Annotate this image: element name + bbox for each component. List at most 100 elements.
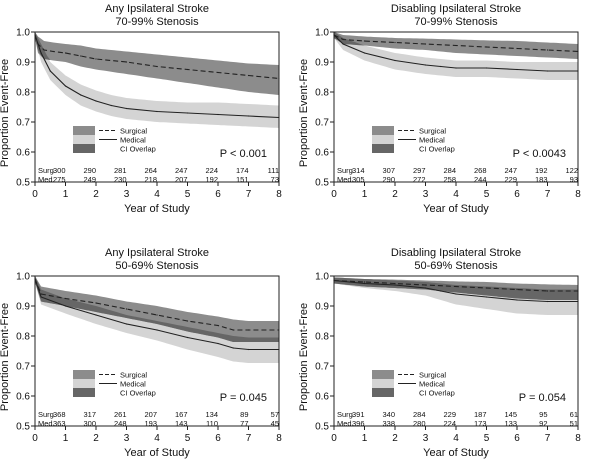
surgical-point xyxy=(186,68,189,71)
at-risk-value: 244 xyxy=(474,175,487,184)
surgical-point xyxy=(546,290,549,292)
legend-label-medical: Medical xyxy=(419,136,445,145)
at-risk-value: 297 xyxy=(413,166,426,175)
medical-point xyxy=(440,290,442,292)
at-risk-value: 247 xyxy=(504,166,517,175)
at-risk-value: 174 xyxy=(236,166,249,175)
at-risk-value: 264 xyxy=(144,166,157,175)
at-risk-value: 305 xyxy=(352,175,365,184)
x-tick-label: 6 xyxy=(514,189,520,200)
chart-title: Disabling Ipsilateral Stroke xyxy=(391,3,521,15)
medical-point xyxy=(217,113,219,116)
medical-point xyxy=(424,287,427,289)
medical-point xyxy=(394,59,396,62)
at-risk-label: Med. xyxy=(337,175,354,184)
medical-ci-band xyxy=(35,32,279,128)
medical-point xyxy=(64,305,67,307)
medical-point xyxy=(40,52,42,54)
at-risk-value: 167 xyxy=(175,410,188,419)
at-risk-value: 307 xyxy=(382,166,395,175)
x-tick-label: 5 xyxy=(484,189,490,200)
at-risk-value: 230 xyxy=(114,175,127,184)
surgical-point xyxy=(43,49,45,51)
x-axis-label: Year of Study xyxy=(423,203,489,215)
at-risk-value: 145 xyxy=(504,410,517,419)
at-risk-value: 284 xyxy=(413,410,426,419)
at-risk-value: 249 xyxy=(83,175,96,184)
at-risk-value: 89 xyxy=(240,410,248,419)
medical-point xyxy=(95,314,97,316)
x-tick-label: 6 xyxy=(215,189,221,200)
x-axis-label: Year of Study xyxy=(423,447,489,459)
at-risk-value: 224 xyxy=(443,419,456,428)
medical-point xyxy=(440,65,442,68)
at-risk-label: Surg. xyxy=(38,410,56,419)
at-risk-value: 151 xyxy=(236,175,249,184)
legend-swatch-medical xyxy=(372,135,394,144)
surgical-point xyxy=(363,40,366,42)
at-risk-value: 122 xyxy=(565,166,578,175)
surgical-point xyxy=(95,58,97,60)
y-tick-label: 0.9 xyxy=(16,58,30,69)
legend-label-overlap: CI Overlap xyxy=(120,145,156,154)
y-tick-label: 0.9 xyxy=(315,302,329,313)
surgical-point xyxy=(424,284,427,286)
p-value: P < 0.0043 xyxy=(513,148,566,160)
at-risk-value: 275 xyxy=(53,175,66,184)
x-tick-label: 8 xyxy=(276,189,282,200)
surgical-ci-band xyxy=(35,32,279,95)
y-tick-label: 0.8 xyxy=(315,332,329,343)
x-tick-label: 1 xyxy=(362,189,368,200)
at-risk-value: 391 xyxy=(352,410,365,419)
x-tick-label: 2 xyxy=(93,433,99,444)
y-tick-label: 0.5 xyxy=(315,178,329,189)
legend-swatch-surgical xyxy=(73,126,95,135)
at-risk-value: 57 xyxy=(271,410,279,419)
at-risk-value: 338 xyxy=(382,419,395,428)
medical-point xyxy=(64,85,67,87)
x-tick-label: 2 xyxy=(93,189,99,200)
y-tick-label: 0.5 xyxy=(315,422,329,433)
legend-swatch-medical xyxy=(73,379,95,388)
surgical-point xyxy=(64,52,67,54)
legend-label-surgical: Surgical xyxy=(120,127,147,136)
at-risk-value: 396 xyxy=(352,419,365,428)
at-risk-value: 93 xyxy=(570,175,578,184)
at-risk-value: 133 xyxy=(504,419,517,428)
medical-point xyxy=(95,100,97,102)
chart-subtitle: 50-69% Stenosis xyxy=(414,260,498,272)
at-risk-value: 183 xyxy=(535,175,548,184)
medical-point xyxy=(156,329,158,331)
at-risk-value: 258 xyxy=(443,175,456,184)
at-risk-value: 284 xyxy=(443,166,456,175)
at-risk-value: 218 xyxy=(144,175,157,184)
y-tick-label: 0.7 xyxy=(16,118,30,129)
p-value: P < 0.001 xyxy=(220,148,267,160)
at-risk-value: 248 xyxy=(114,419,127,428)
at-risk-value: 290 xyxy=(83,166,96,175)
x-tick-label: 1 xyxy=(362,433,368,444)
y-tick-label: 1.0 xyxy=(315,272,329,283)
at-risk-value: 92 xyxy=(539,419,547,428)
at-risk-label: Med. xyxy=(38,175,55,184)
surgical-point xyxy=(516,288,518,291)
legend-label-surgical: Surgical xyxy=(419,371,446,380)
at-risk-value: 134 xyxy=(205,410,218,419)
legend-label-medical: Medical xyxy=(120,380,146,389)
x-tick-label: 8 xyxy=(575,189,581,200)
p-value: P = 0.045 xyxy=(220,392,267,404)
surgical-point xyxy=(394,282,396,285)
at-risk-value: 272 xyxy=(413,175,426,184)
at-risk-label: Med. xyxy=(38,419,55,428)
y-tick-label: 0.6 xyxy=(16,392,30,403)
y-tick-label: 0.7 xyxy=(16,362,30,373)
y-tick-label: 0.9 xyxy=(16,302,30,313)
medical-point xyxy=(455,293,457,295)
at-risk-value: 73 xyxy=(271,175,279,184)
y-tick-label: 0.6 xyxy=(16,148,30,159)
x-tick-label: 7 xyxy=(246,433,252,444)
y-tick-label: 0.8 xyxy=(315,88,329,99)
y-tick-label: 0.7 xyxy=(315,118,329,129)
